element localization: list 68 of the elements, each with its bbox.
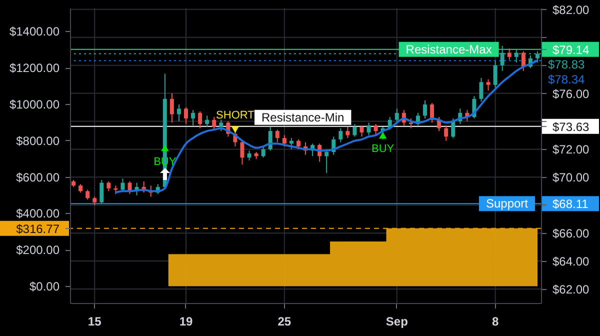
candlestick: [338, 128, 343, 143]
candlestick: [493, 60, 498, 88]
y2-tick-label: $1200.00: [9, 61, 60, 76]
candlestick: [261, 146, 266, 158]
candlestick: [352, 124, 357, 138]
x-tick-label: 19: [179, 314, 193, 328]
candlestick: [521, 50, 526, 72]
candlestick: [219, 119, 224, 132]
candlestick: [275, 129, 280, 143]
y2-tick-label: $1400.00: [9, 24, 60, 39]
y-tick-label: $73.63: [552, 120, 590, 134]
candlestick: [451, 118, 456, 139]
y2-tick-label: $400.00: [16, 206, 60, 221]
point: [378, 132, 387, 139]
ref-line-label: Support: [486, 196, 529, 211]
data-label: BUY: [372, 143, 395, 156]
x-tick-label: 25: [278, 314, 292, 328]
y2-tick-label: $316.77: [16, 222, 60, 236]
ref-line-label: Resistance-Max: [406, 42, 492, 56]
candlestick: [282, 134, 286, 147]
y-tick-label: $66.00: [552, 226, 590, 241]
y-tick-label: $79.14: [552, 42, 590, 57]
candlestick: [170, 92, 174, 124]
x-tick-label: Sep: [386, 314, 408, 328]
candlestick: [205, 115, 210, 128]
data-label: SHORT: [216, 110, 255, 122]
y2-tick-label: $600.00: [16, 170, 60, 184]
candlestick: [212, 116, 216, 130]
candlestick: [366, 122, 371, 136]
y-tick-label: $82.00: [552, 2, 590, 17]
y2-tick-label: $1000.00: [9, 97, 60, 112]
y-tick-label: $62.00: [552, 282, 590, 297]
point: [231, 126, 240, 133]
candlestick: [198, 110, 202, 129]
y2-tick-label: $200.00: [16, 243, 60, 258]
candlestick: [408, 118, 413, 129]
ref-line-label: Resistance-Min: [261, 110, 344, 124]
y-tick-label: $76.00: [552, 86, 590, 101]
candlestick: [240, 140, 244, 166]
candlestick: [176, 104, 181, 122]
candlestick: [374, 124, 378, 136]
x-tick-label: 8: [492, 314, 499, 328]
ref-line-label: $78.83: [548, 57, 586, 72]
candlestick: [360, 124, 364, 138]
candlestick: [444, 124, 448, 142]
candlestick: [394, 108, 399, 124]
candlestick: [486, 78, 490, 91]
candlestick: [86, 189, 90, 200]
y2-tick-label: $800.00: [16, 134, 60, 148]
y2-tick-label: $0.00: [29, 280, 60, 294]
candlestick: [184, 106, 188, 125]
candlestick: [507, 48, 512, 60]
candlestick: [247, 150, 252, 161]
y-tick-label: $70.00: [552, 170, 590, 185]
y-tick-label: $72.00: [552, 142, 590, 157]
point: [161, 144, 169, 152]
candlestick: [106, 180, 111, 192]
candlestick: [346, 126, 350, 139]
candlestick: [100, 179, 104, 204]
candlestick: [423, 100, 428, 119]
candlestick: [479, 77, 484, 102]
candlestick: [191, 110, 196, 126]
y-tick-label: $64.00: [552, 254, 590, 269]
x-tick-label: 15: [88, 314, 102, 328]
ref-line-label: $78.34: [548, 72, 586, 86]
y-tick-label: $68.11: [552, 197, 589, 212]
candlestick: [324, 148, 329, 174]
candlestick: [120, 178, 125, 192]
